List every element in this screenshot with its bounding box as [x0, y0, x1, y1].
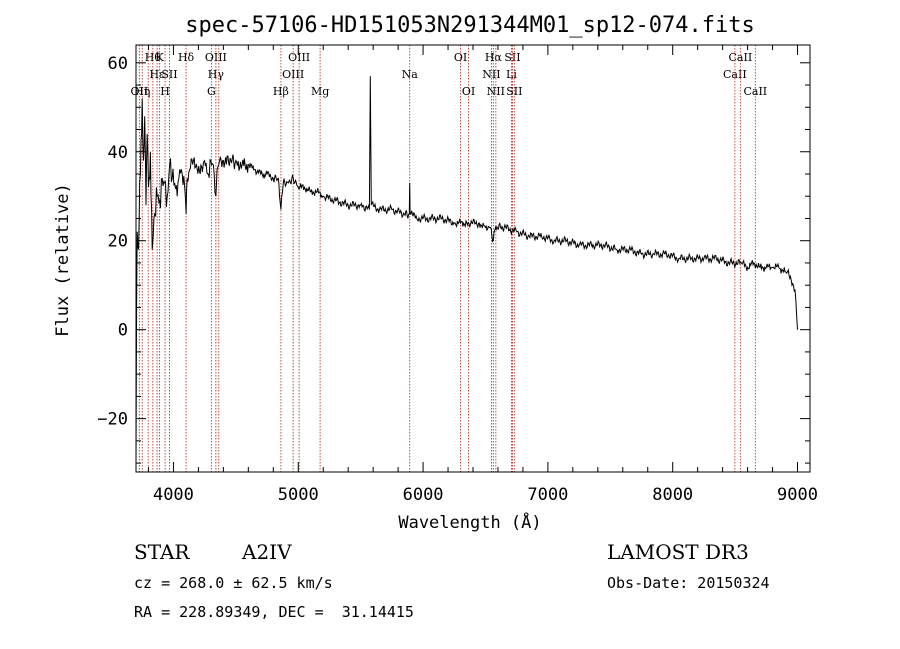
line-label: OI: [462, 85, 475, 98]
line-label: CaII: [723, 68, 747, 81]
y-tick-label: 40: [108, 143, 128, 163]
line-label: H: [160, 85, 170, 98]
line-label: Mg: [311, 85, 329, 98]
line-label: Li: [506, 68, 517, 81]
line-label: Hε: [149, 68, 165, 81]
x-tick-label: 7000: [527, 485, 568, 505]
obs-date: Obs-Date: 20150324: [607, 574, 770, 592]
spectrum-chart: spec-57106-HD151053N291344M01_sp12-074.f…: [53, 13, 818, 533]
line-label: SII: [161, 68, 177, 81]
y-tick-label: 60: [108, 54, 128, 74]
y-axis-label: Flux (relative): [53, 183, 73, 337]
redshift-cz: cz = 268.0 ± 62.5 km/s: [134, 574, 333, 592]
x-tick-label: 9000: [777, 485, 818, 505]
survey-name: LAMOST DR3: [607, 540, 749, 564]
chart-title: spec-57106-HD151053N291344M01_sp12-074.f…: [185, 13, 755, 38]
spectrum-line: [135, 76, 798, 464]
x-axis-ticks: 4000 5000 6000 7000 8000 9000: [147, 45, 818, 505]
line-label: Na: [402, 68, 419, 81]
plot-frame: [135, 44, 811, 473]
x-tick-label: 5000: [278, 485, 319, 505]
object-class: STAR: [134, 540, 190, 564]
line-label: Hβ: [273, 85, 289, 98]
line-label: K: [155, 51, 164, 64]
line-label: OIII: [205, 51, 227, 64]
line-label: OII: [131, 85, 149, 98]
y-tick-label: −20: [97, 410, 128, 430]
x-tick-label: 6000: [403, 485, 444, 505]
line-label: CaII: [743, 85, 767, 98]
line-label: NII: [487, 85, 505, 98]
line-label: Hη: [134, 85, 150, 98]
line-label: Hγ: [208, 68, 225, 81]
line-label: OIII: [282, 68, 304, 81]
line-label: SII: [506, 85, 522, 98]
ra-dec: RA = 228.89349, DEC = 31.14415: [134, 603, 414, 621]
line-label: NII: [482, 68, 500, 81]
x-axis-label: Wavelength (Å): [398, 511, 541, 533]
line-label: G: [207, 85, 216, 98]
spectral-line-markers: OIIHηHθHεKHSIIHδGHγOIIIHβOIIIOIIIMgNaOIO…: [131, 45, 767, 472]
line-label: Hδ: [178, 51, 195, 64]
y-tick-label: 20: [108, 232, 128, 252]
x-tick-label: 8000: [652, 485, 693, 505]
line-label: Hα: [485, 51, 503, 64]
line-label: SII: [504, 51, 520, 64]
object-subclass: A2IV: [242, 540, 292, 564]
x-tick-label: 4000: [153, 485, 194, 505]
spectrum-series: [135, 76, 798, 464]
line-label: OIII: [288, 51, 310, 64]
y-tick-label: 0: [118, 321, 128, 341]
line-label: OI: [454, 51, 467, 64]
y-axis-ticks: −20 0 20 40 60: [97, 54, 810, 464]
line-label: CaII: [729, 51, 753, 64]
